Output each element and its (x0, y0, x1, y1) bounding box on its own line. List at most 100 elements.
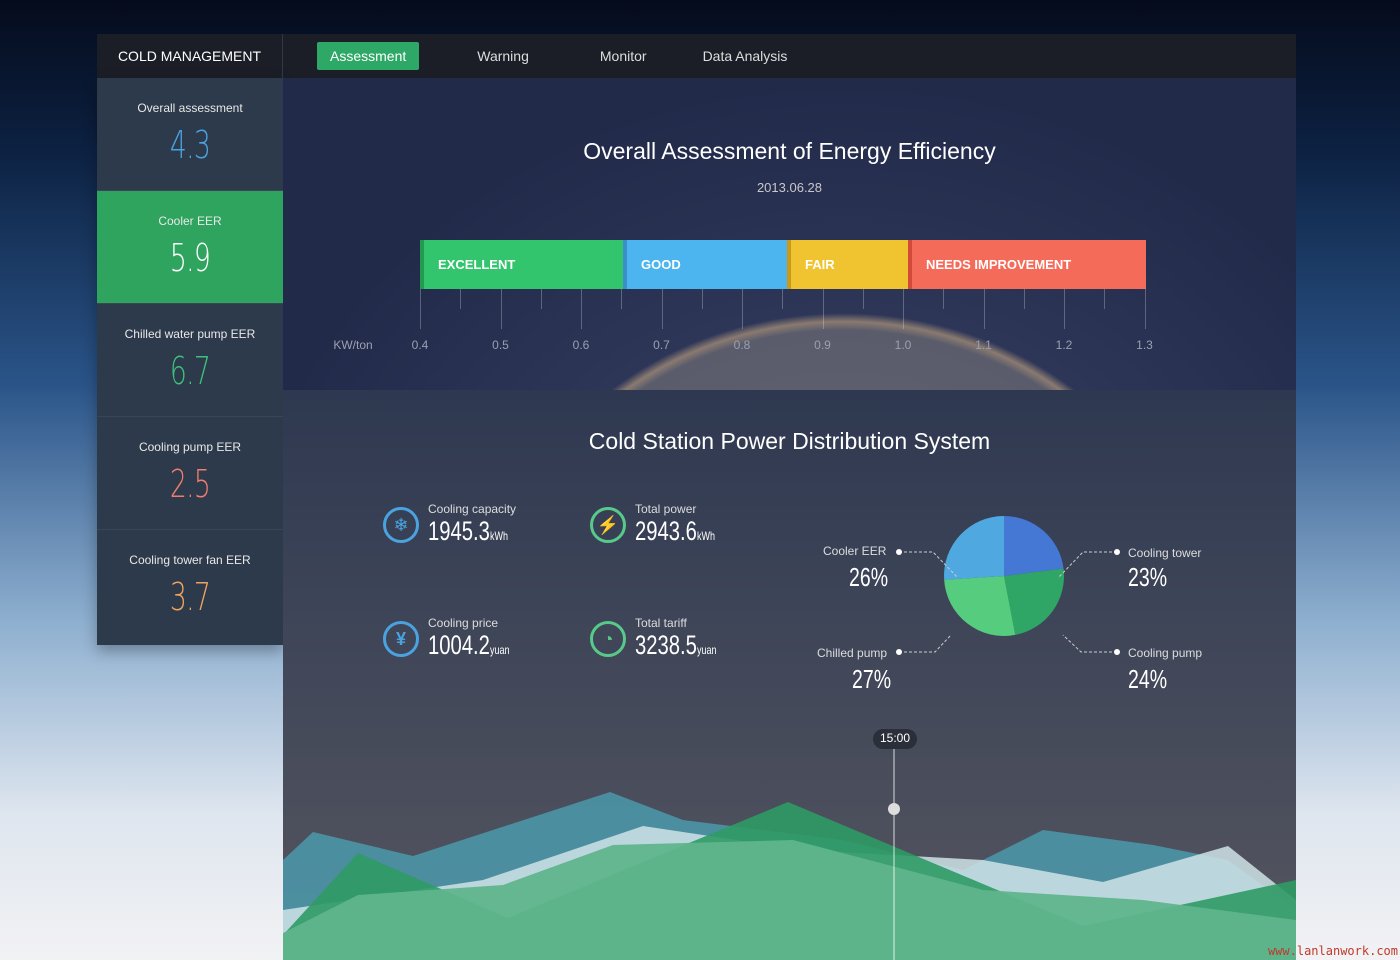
leader-line (1062, 634, 1117, 653)
card-value: 5.9 (169, 236, 211, 280)
pie-slice (1004, 568, 1064, 635)
sidebar: Overall assessment 4.3 Cooler EER 5.9 Chil… (97, 78, 283, 645)
leader-line (899, 634, 952, 653)
axis-tick (420, 289, 421, 329)
tab-monitor[interactable]: Monitor (599, 48, 647, 64)
panel-title: Cold Station Power Distribution System (588, 428, 991, 454)
axis-tick (1023, 289, 1025, 309)
pie-label: Cooling pump (1128, 646, 1203, 660)
band-needs-improvement: NEEDS IMPROVEMENT (908, 240, 1146, 289)
axis-tick (500, 289, 502, 329)
area-green (283, 840, 1296, 960)
stat-total-tariff: ◔ Total tariff 3238.5yuan (590, 616, 744, 661)
gauge-icon: ◔ (590, 621, 626, 657)
pie-chart (944, 516, 1064, 636)
axis-tick (460, 289, 462, 309)
pie-label: Cooling tower (1128, 546, 1202, 560)
axis-tick (862, 289, 864, 309)
brand: COLD MANAGEMENT (97, 34, 283, 78)
axis-tick (661, 289, 663, 329)
sidebar-item-cooler-eer[interactable]: Cooler EER 5.9 (97, 191, 283, 304)
sidebar-item-chilled-water-pump[interactable]: Chilled water pump EER 6.7 (97, 304, 283, 417)
axis-tick (822, 289, 824, 329)
pie-label: Chilled pump (817, 646, 888, 660)
axis-tick-label: 0.9 (814, 338, 831, 352)
pie-slice (944, 516, 1004, 580)
band-good: GOOD (623, 240, 787, 289)
panel-title: Overall Assessment of Energy Efficiency (583, 138, 996, 164)
axis-tick (1104, 289, 1106, 309)
stat-value: 2943.6kWh (635, 516, 715, 546)
assessment-panel: Overall Assessment of Energy Efficiency … (283, 78, 1296, 390)
axis-tick (540, 289, 542, 309)
tab-warning[interactable]: Warning (477, 48, 529, 64)
watermark: www.lanlanwork.com (1267, 944, 1398, 958)
stat-total-power: ⚡ Total power 2943.6kWh (590, 502, 742, 547)
stat-label: Cooling price (428, 616, 499, 630)
axis-tick (1064, 289, 1065, 329)
sidebar-item-cooling-tower-fan[interactable]: Cooling tower fan EER 3.7 (97, 530, 283, 643)
pie-slice (1004, 516, 1064, 576)
sidebar-item-cooling-pump[interactable]: Cooling pump EER 2.5 (97, 417, 283, 530)
card-value: 3.7 (169, 575, 211, 619)
axis-tick (621, 289, 623, 309)
axis-tick (983, 289, 985, 329)
card-value: 2.5 (169, 462, 211, 506)
card-label: Cooling pump EER (138, 440, 242, 454)
pie-value: 24% (1128, 664, 1168, 694)
card-value: 4.3 (169, 123, 211, 167)
leader-line (1057, 551, 1117, 579)
leader-line (899, 551, 959, 579)
tab-assessment[interactable]: Assessment (317, 42, 420, 70)
sidebar-item-overall[interactable]: Overall assessment 4.3 (97, 78, 283, 191)
axis-tick (742, 289, 743, 329)
top-nav: COLD MANAGEMENT Assessment Warning Monit… (97, 34, 1296, 78)
band-excellent: EXCELLENT (420, 240, 623, 289)
pie-value: 26% (849, 562, 889, 592)
stat-cooling-price: ¥ Cooling price 1004.2yuan (383, 616, 537, 661)
axis-tick-label: 0.6 (572, 338, 590, 352)
axis-tick (782, 289, 784, 309)
stat-cooling-capacity: ❄ Cooling capacity 1945.3kWh (383, 502, 535, 547)
stat-value: 1004.2yuan (428, 630, 510, 660)
card-label: Cooler EER (158, 214, 222, 228)
axis-unit: KW/ton (333, 338, 373, 352)
distribution-panel: Cold Station Power Distribution System ❄… (283, 390, 1296, 960)
snowflake-icon: ❄ (383, 507, 419, 543)
card-label: Cooling tower fan EER (129, 553, 251, 567)
axis-tick (701, 289, 703, 309)
stat-label: Total tariff (635, 616, 687, 630)
card-label: Overall assessment (137, 101, 243, 115)
axis-tick-label: 1.2 (1055, 338, 1073, 352)
yuan-icon: ¥ (383, 621, 419, 657)
stat-label: Cooling capacity (428, 502, 517, 516)
pie-value: 27% (852, 664, 892, 694)
stat-value: 3238.5yuan (635, 630, 717, 660)
pie-slice (944, 576, 1016, 636)
axis-tick-label: 1.1 (975, 338, 992, 352)
card-value: 6.7 (169, 349, 211, 393)
pie-label: Cooler EER (823, 544, 887, 558)
distribution-graphics (283, 516, 1296, 960)
axis-tick (903, 289, 904, 329)
axis-tick-label: 1.0 (894, 338, 912, 352)
axis-tick (1144, 289, 1146, 329)
stat-value: 1945.3kWh (428, 516, 508, 546)
lightning-icon: ⚡ (590, 507, 626, 543)
card-label: Chilled water pump EER (124, 327, 256, 341)
axis-tick-label: 1.3 (1136, 338, 1153, 352)
time-badge (873, 729, 917, 749)
app: COLD MANAGEMENT Assessment Warning Monit… (97, 34, 1296, 960)
axis-tick-label: 0.7 (653, 338, 670, 352)
time-label: 15:00 (879, 731, 911, 745)
pie-value: 23% (1128, 562, 1168, 592)
time-cursor-handle[interactable] (888, 803, 900, 815)
tab-data-analysis[interactable]: Data Analysis (702, 48, 788, 64)
axis-tick-label: 0.5 (492, 338, 509, 352)
date: 2013.06.28 (756, 180, 823, 195)
axis-tick (943, 289, 945, 309)
band-fair: FAIR (787, 240, 908, 289)
axis-tick-label: 0.8 (733, 338, 751, 352)
stat-label: Total power (635, 502, 697, 516)
axis-tick-label: 0.4 (411, 338, 429, 352)
